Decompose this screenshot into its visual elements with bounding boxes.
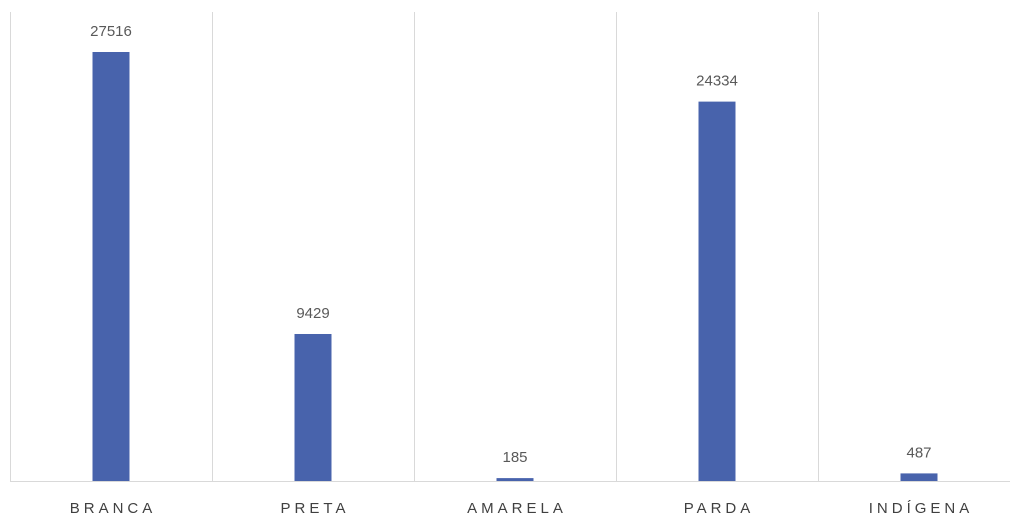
bar-branca [92, 52, 130, 481]
bar-preta [294, 333, 332, 481]
category-label: PARDA [684, 500, 755, 516]
bar-amarela [496, 478, 534, 481]
category-labels: BRANCA PRETA AMARELA PARDA INDÍGENA [70, 500, 974, 516]
category-label: PRETA [281, 500, 350, 516]
category-label: AMARELA [467, 500, 567, 516]
category-separators [10, 12, 819, 481]
data-label: 24334 [696, 73, 738, 90]
category-label: INDÍGENA [869, 500, 974, 516]
bar-parda [698, 101, 736, 481]
data-label: 487 [906, 444, 931, 461]
data-label: 9429 [296, 305, 329, 322]
bars [92, 52, 938, 481]
data-labels: 27516 9429 185 24334 487 [90, 23, 931, 466]
category-label: BRANCA [70, 500, 157, 516]
data-label: 27516 [90, 23, 132, 40]
data-label: 185 [502, 449, 527, 466]
bar-indígena [900, 473, 938, 481]
